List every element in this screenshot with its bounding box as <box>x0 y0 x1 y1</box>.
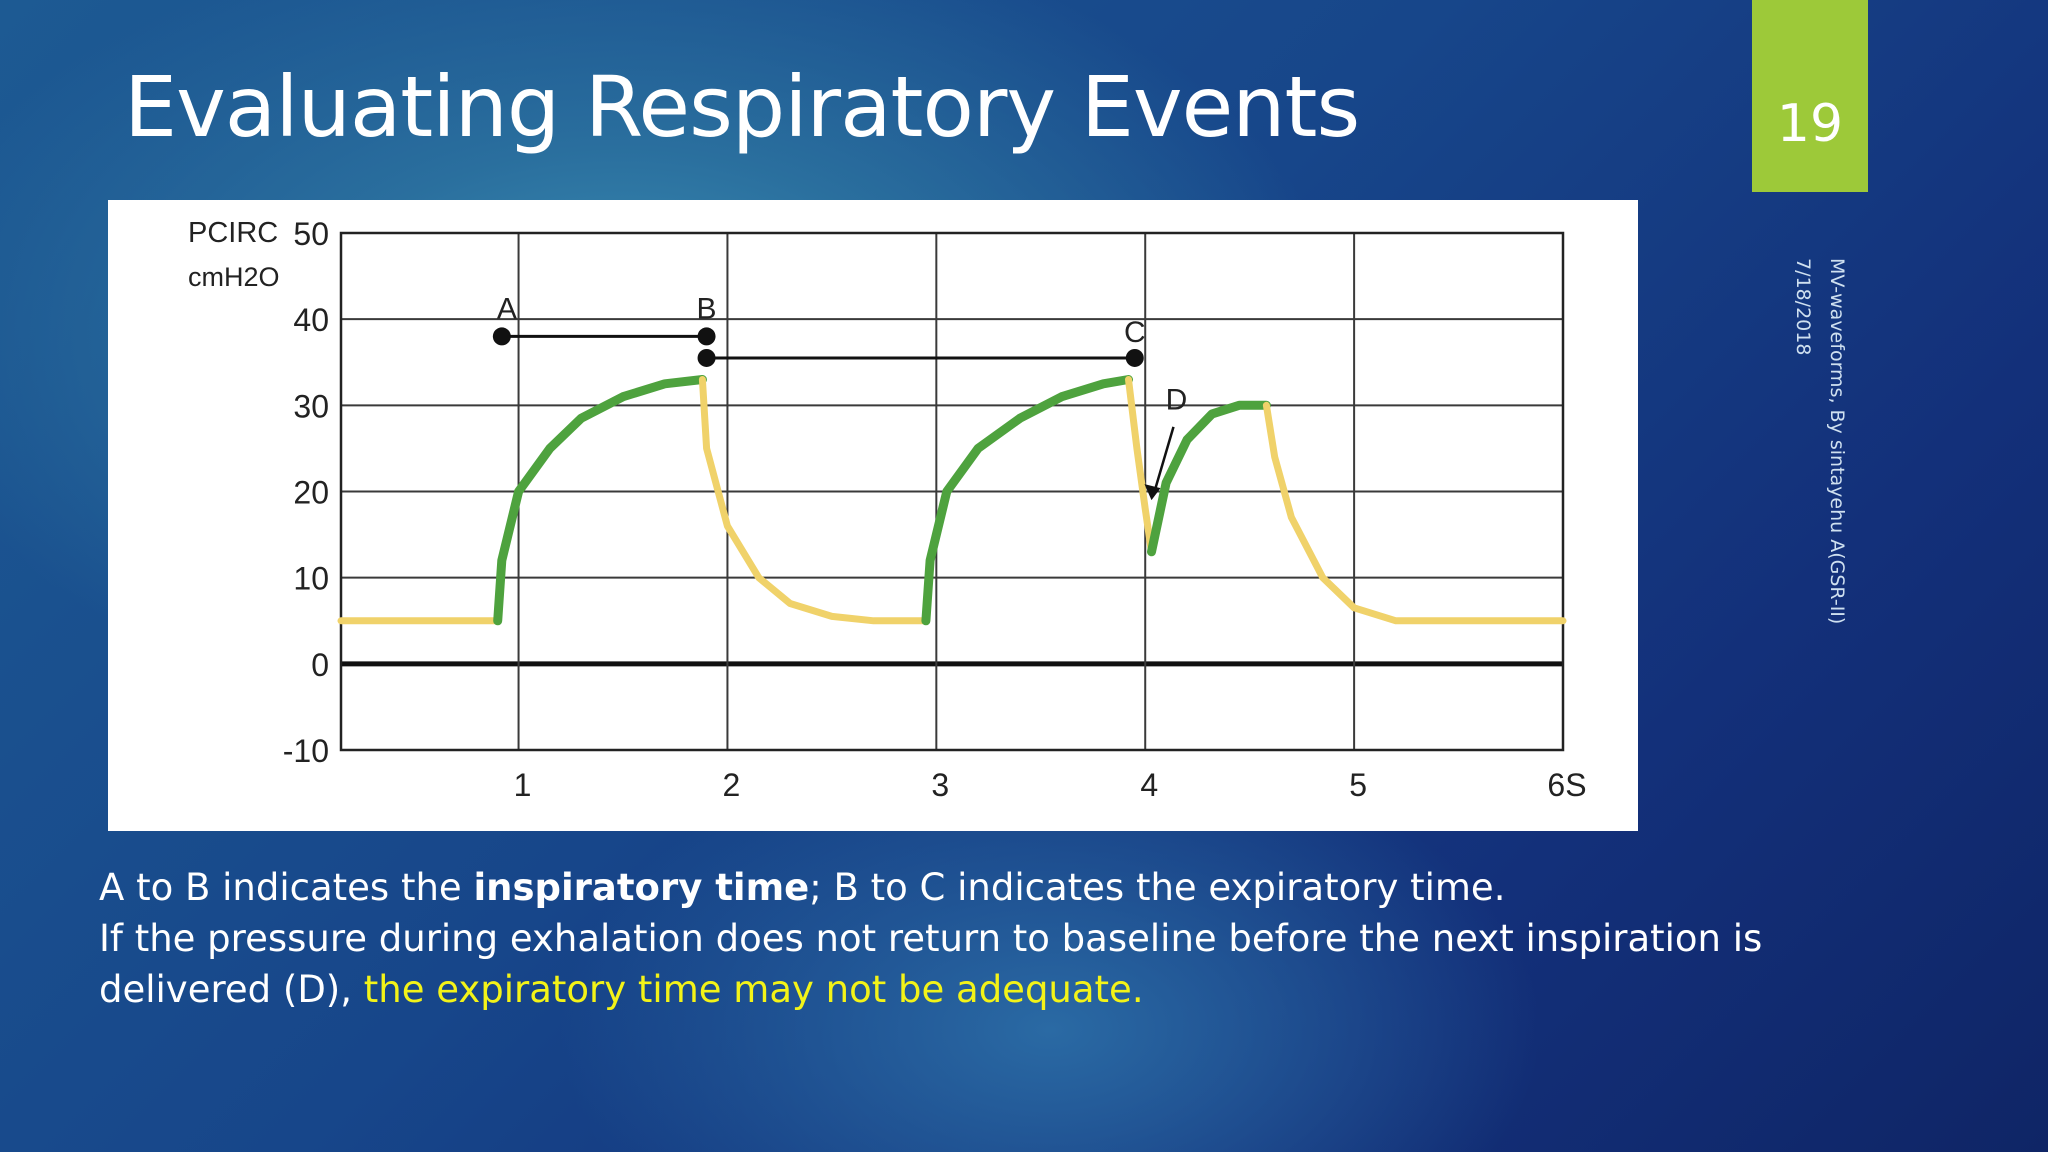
marker-b-label: B <box>697 292 717 325</box>
marker-b-dot <box>697 327 716 346</box>
body-text-segment: ; B to C indicates the expiratory time. <box>809 866 1506 909</box>
slide-title: Evaluating Respiratory Events <box>124 58 1360 156</box>
y-tick-label: -10 <box>283 733 329 769</box>
body-text-segment: If the pressure during exhalation does n… <box>99 917 1763 960</box>
x-tick-label: 3 <box>931 767 949 803</box>
x-tick-label: 4 <box>1140 767 1158 803</box>
plot-frame <box>339 231 1565 752</box>
x-tick-label: 5 <box>1349 767 1367 803</box>
marker-d-arrow-line <box>1154 426 1175 489</box>
slide-number: 19 <box>1776 94 1844 154</box>
inspiration-curve <box>921 375 1133 626</box>
body-text-segment: delivered (D), <box>99 968 364 1011</box>
body-line-2: If the pressure during exhalation does n… <box>99 913 1819 964</box>
slide-body: A to B indicates the inspiratory time; B… <box>99 862 1819 1015</box>
marker-d-label: D <box>1166 384 1188 417</box>
slide-number-badge: 19 <box>1752 0 1868 192</box>
x-tick-label: 1 <box>514 767 532 803</box>
marker-d-arrowhead <box>1144 484 1161 501</box>
body-text-segment: A to B indicates the <box>99 866 474 909</box>
y-tick-label: 50 <box>293 216 329 252</box>
body-bold-term: inspiratory time <box>473 866 810 909</box>
y-axis-title-line1: PCIRC <box>188 217 278 249</box>
expiration-curve <box>698 376 930 625</box>
inspiration-curve <box>493 375 707 626</box>
body-line-1: A to B indicates the inspiratory time; B… <box>99 862 1819 913</box>
y-tick-label: 10 <box>293 561 329 597</box>
slide-footer: MV-waveforms, By sintayehu A(GSR-II) 7/1… <box>1786 258 1854 624</box>
x-tick-label: 6S <box>1547 767 1586 803</box>
marker-b2-dot <box>697 348 716 367</box>
y-tick-label: 20 <box>293 475 329 511</box>
y-tick-label: 0 <box>311 647 329 683</box>
marker-a-label: A <box>497 292 517 325</box>
expiration-curve <box>1125 376 1155 556</box>
footer-author: MV-waveforms, By sintayehu A(GSR-II) <box>1826 258 1848 625</box>
body-highlight: the expiratory time may not be adequate. <box>363 968 1144 1011</box>
x-tick-label: 2 <box>723 767 741 803</box>
y-axis-title-line2: cmH2O <box>188 262 280 292</box>
chart-canvas: 50 40 30 20 10 0 -10 1 2 3 4 5 6S PCIRC cmH2O A B C D <box>188 216 1587 803</box>
pressure-waveform-chart: 50 40 30 20 10 0 -10 1 2 3 4 5 6S PCIRC cmH2O A B C D <box>108 200 1638 831</box>
y-tick-label: 30 <box>293 388 329 424</box>
body-line-3: delivered (D), the expiratory time may n… <box>99 964 1819 1015</box>
marker-c-dot <box>1125 348 1144 367</box>
marker-a-dot <box>492 327 511 346</box>
expiration-curve <box>1262 401 1567 625</box>
marker-c-label: C <box>1124 316 1146 349</box>
y-tick-label: 40 <box>293 302 329 338</box>
footer-date: 7/18/2018 <box>1792 258 1814 356</box>
inspiration-curve <box>1147 400 1271 557</box>
